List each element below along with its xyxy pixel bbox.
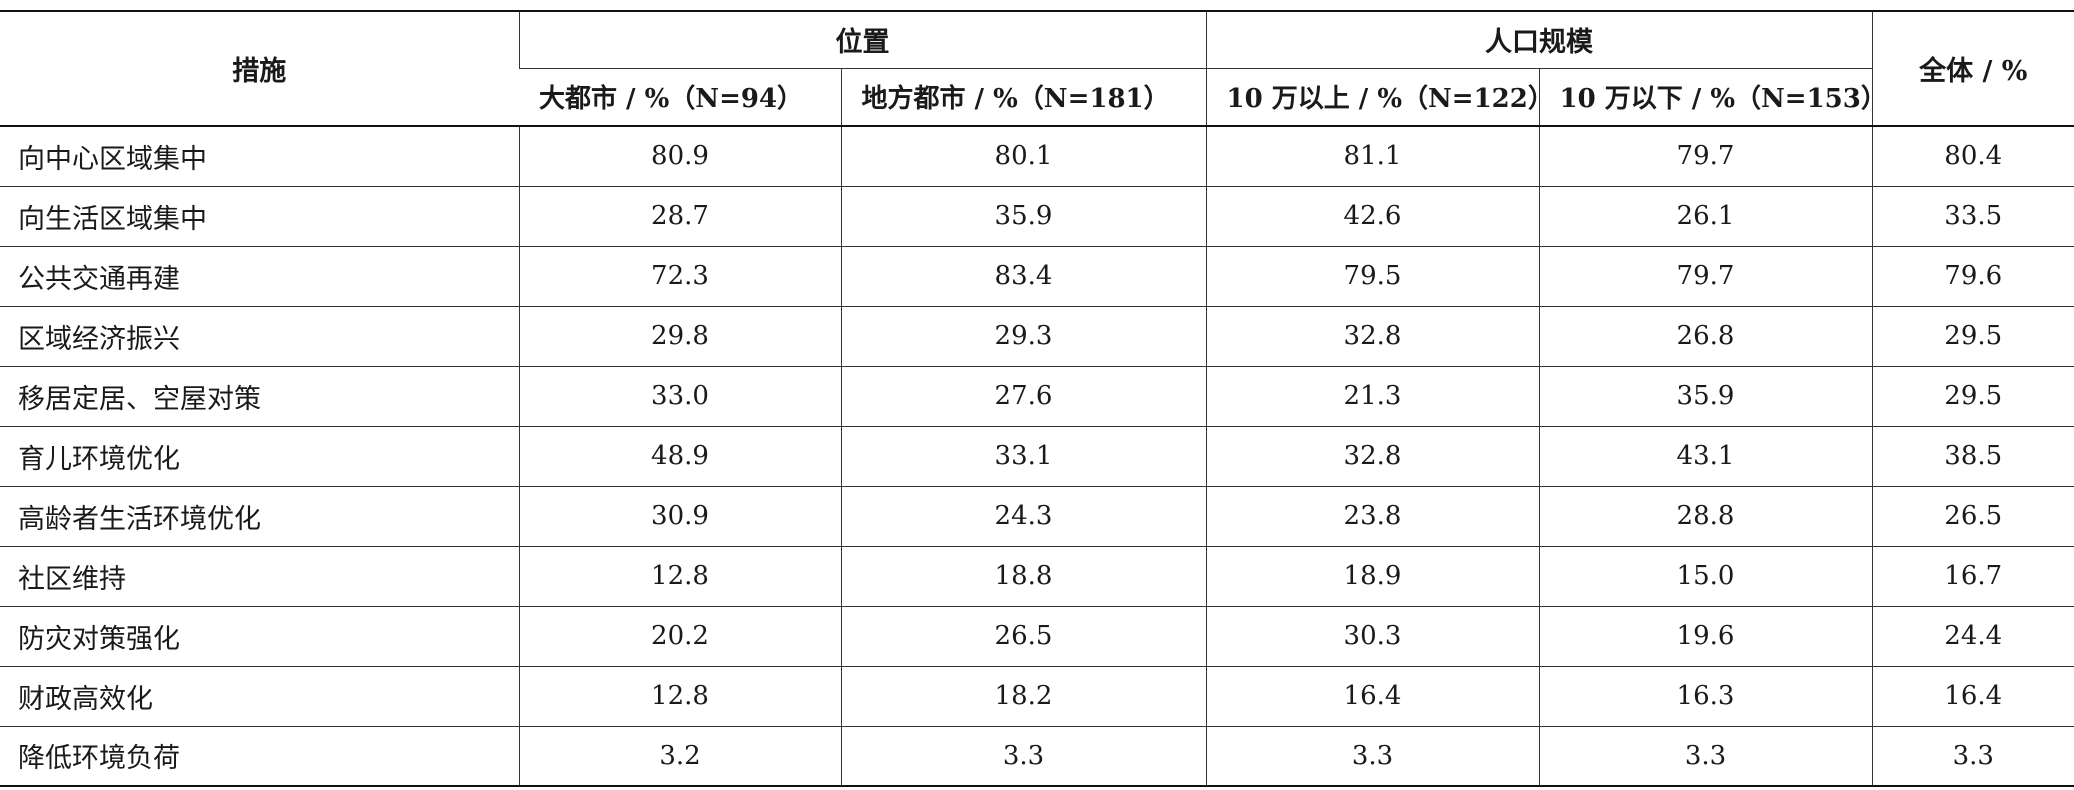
over-100k-value-cell: 32.8: [1205, 426, 1539, 487]
regional-value-cell: 83.4: [840, 246, 1206, 307]
under-100k-value-cell: 35.9: [1538, 366, 1872, 427]
under-100k-value-cell: 15.0: [1538, 546, 1872, 607]
metro-value-cell: 20.2: [518, 606, 841, 667]
header-metro: 大都市 / %（N=94）: [519, 68, 841, 127]
over-100k-value-cell: 32.8: [1205, 306, 1539, 367]
over-100k-value-cell: 16.4: [1205, 666, 1539, 727]
header-overall: 全体 / %: [1871, 10, 2074, 127]
regional-value-cell: 80.1: [840, 126, 1206, 187]
metro-value-cell: 12.8: [518, 546, 841, 607]
table-row: 公共交通再建 72.3 83.4 79.5 79.7 79.6: [0, 246, 2074, 307]
under-100k-value-cell: 43.1: [1538, 426, 1872, 487]
overall-value-cell: 24.4: [1871, 606, 2074, 667]
table-body: 向中心区域集中 80.9 80.1 81.1 79.7 80.4 向生活区域集中 28.7 35…: [0, 126, 2074, 787]
under-100k-value-cell: 79.7: [1538, 246, 1872, 307]
data-table-container: 措施 位置 人口规模 全体 / % 大都市 / %（N=94） 地方都市 / %…: [0, 10, 2074, 787]
table-row: 降低环境负荷 3.2 3.3 3.3 3.3 3.3: [0, 726, 2074, 787]
table-row: 向生活区域集中 28.7 35.9 42.6 26.1 33.5: [0, 186, 2074, 247]
over-100k-value-cell: 3.3: [1205, 726, 1539, 787]
measure-cell: 育儿环境优化: [0, 426, 519, 487]
header-population-group: 人口规模: [1205, 10, 1872, 69]
header-regional: 地方都市 / %（N=181）: [840, 68, 1206, 127]
overall-value-cell: 26.5: [1871, 486, 2074, 547]
measures-table: 措施 位置 人口规模 全体 / % 大都市 / %（N=94） 地方都市 / %…: [0, 10, 2074, 787]
over-100k-value-cell: 21.3: [1205, 366, 1539, 427]
overall-value-cell: 16.4: [1871, 666, 2074, 727]
over-100k-value-cell: 23.8: [1205, 486, 1539, 547]
over-100k-value-cell: 18.9: [1205, 546, 1539, 607]
table-row: 防灾对策强化 20.2 26.5 30.3 19.6 24.4: [0, 606, 2074, 667]
metro-value-cell: 28.7: [518, 186, 841, 247]
measure-cell: 防灾对策强化: [0, 606, 519, 667]
overall-value-cell: 38.5: [1871, 426, 2074, 487]
metro-value-cell: 33.0: [518, 366, 841, 427]
regional-value-cell: 24.3: [840, 486, 1206, 547]
measure-cell: 财政高效化: [0, 666, 519, 727]
metro-value-cell: 12.8: [518, 666, 841, 727]
table-row: 高龄者生活环境优化 30.9 24.3 23.8 28.8 26.5: [0, 486, 2074, 547]
over-100k-value-cell: 30.3: [1205, 606, 1539, 667]
measure-cell: 社区维持: [0, 546, 519, 607]
header-over-100k: 10 万以上 / %（N=122）: [1205, 68, 1554, 127]
regional-value-cell: 33.1: [840, 426, 1206, 487]
overall-value-cell: 3.3: [1871, 726, 2074, 787]
table-row: 社区维持 12.8 18.8 18.9 15.0 16.7: [0, 546, 2074, 607]
regional-value-cell: 18.8: [840, 546, 1206, 607]
metro-value-cell: 29.8: [518, 306, 841, 367]
under-100k-value-cell: 19.6: [1538, 606, 1872, 667]
metro-value-cell: 72.3: [518, 246, 841, 307]
regional-value-cell: 35.9: [840, 186, 1206, 247]
over-100k-value-cell: 81.1: [1205, 126, 1539, 187]
measure-cell: 移居定居、空屋对策: [0, 366, 519, 427]
header-measure: 措施: [0, 10, 519, 127]
measure-cell: 高龄者生活环境优化: [0, 486, 519, 547]
table-header: 措施 位置 人口规模 全体 / % 大都市 / %（N=94） 地方都市 / %…: [0, 10, 2074, 127]
regional-value-cell: 18.2: [840, 666, 1206, 727]
table-row: 育儿环境优化 48.9 33.1 32.8 43.1 38.5: [0, 426, 2074, 487]
over-100k-value-cell: 42.6: [1205, 186, 1539, 247]
regional-value-cell: 29.3: [840, 306, 1206, 367]
overall-value-cell: 29.5: [1871, 366, 2074, 427]
under-100k-value-cell: 26.8: [1538, 306, 1872, 367]
table-row: 财政高效化 12.8 18.2 16.4 16.3 16.4: [0, 666, 2074, 727]
under-100k-value-cell: 28.8: [1538, 486, 1872, 547]
measure-cell: 公共交通再建: [0, 246, 519, 307]
overall-value-cell: 80.4: [1871, 126, 2074, 187]
over-100k-value-cell: 79.5: [1205, 246, 1539, 307]
measure-cell: 区域经济振兴: [0, 306, 519, 367]
overall-value-cell: 79.6: [1871, 246, 2074, 307]
under-100k-value-cell: 79.7: [1538, 126, 1872, 187]
header-under-100k: 10 万以下 / %（N=153）: [1538, 68, 1887, 127]
metro-value-cell: 80.9: [518, 126, 841, 187]
metro-value-cell: 30.9: [518, 486, 841, 547]
table-row: 区域经济振兴 29.8 29.3 32.8 26.8 29.5: [0, 306, 2074, 367]
measure-cell: 向中心区域集中: [0, 126, 519, 187]
table-row: 移居定居、空屋对策 33.0 27.6 21.3 35.9 29.5: [0, 366, 2074, 427]
metro-value-cell: 3.2: [518, 726, 841, 787]
under-100k-value-cell: 26.1: [1538, 186, 1872, 247]
measure-cell: 降低环境负荷: [0, 726, 519, 787]
measure-cell: 向生活区域集中: [0, 186, 519, 247]
regional-value-cell: 26.5: [840, 606, 1206, 667]
under-100k-value-cell: 3.3: [1538, 726, 1872, 787]
regional-value-cell: 27.6: [840, 366, 1206, 427]
overall-value-cell: 16.7: [1871, 546, 2074, 607]
header-location-group: 位置: [518, 10, 1206, 69]
header-row-sub: 大都市 / %（N=94） 地方都市 / %（N=181） 10 万以上 / %…: [0, 68, 2074, 127]
header-row-top: 措施 位置 人口规模 全体 / %: [0, 10, 2074, 127]
under-100k-value-cell: 16.3: [1538, 666, 1872, 727]
metro-value-cell: 48.9: [518, 426, 841, 487]
table-row: 向中心区域集中 80.9 80.1 81.1 79.7 80.4: [0, 126, 2074, 187]
regional-value-cell: 3.3: [840, 726, 1206, 787]
overall-value-cell: 33.5: [1871, 186, 2074, 247]
overall-value-cell: 29.5: [1871, 306, 2074, 367]
